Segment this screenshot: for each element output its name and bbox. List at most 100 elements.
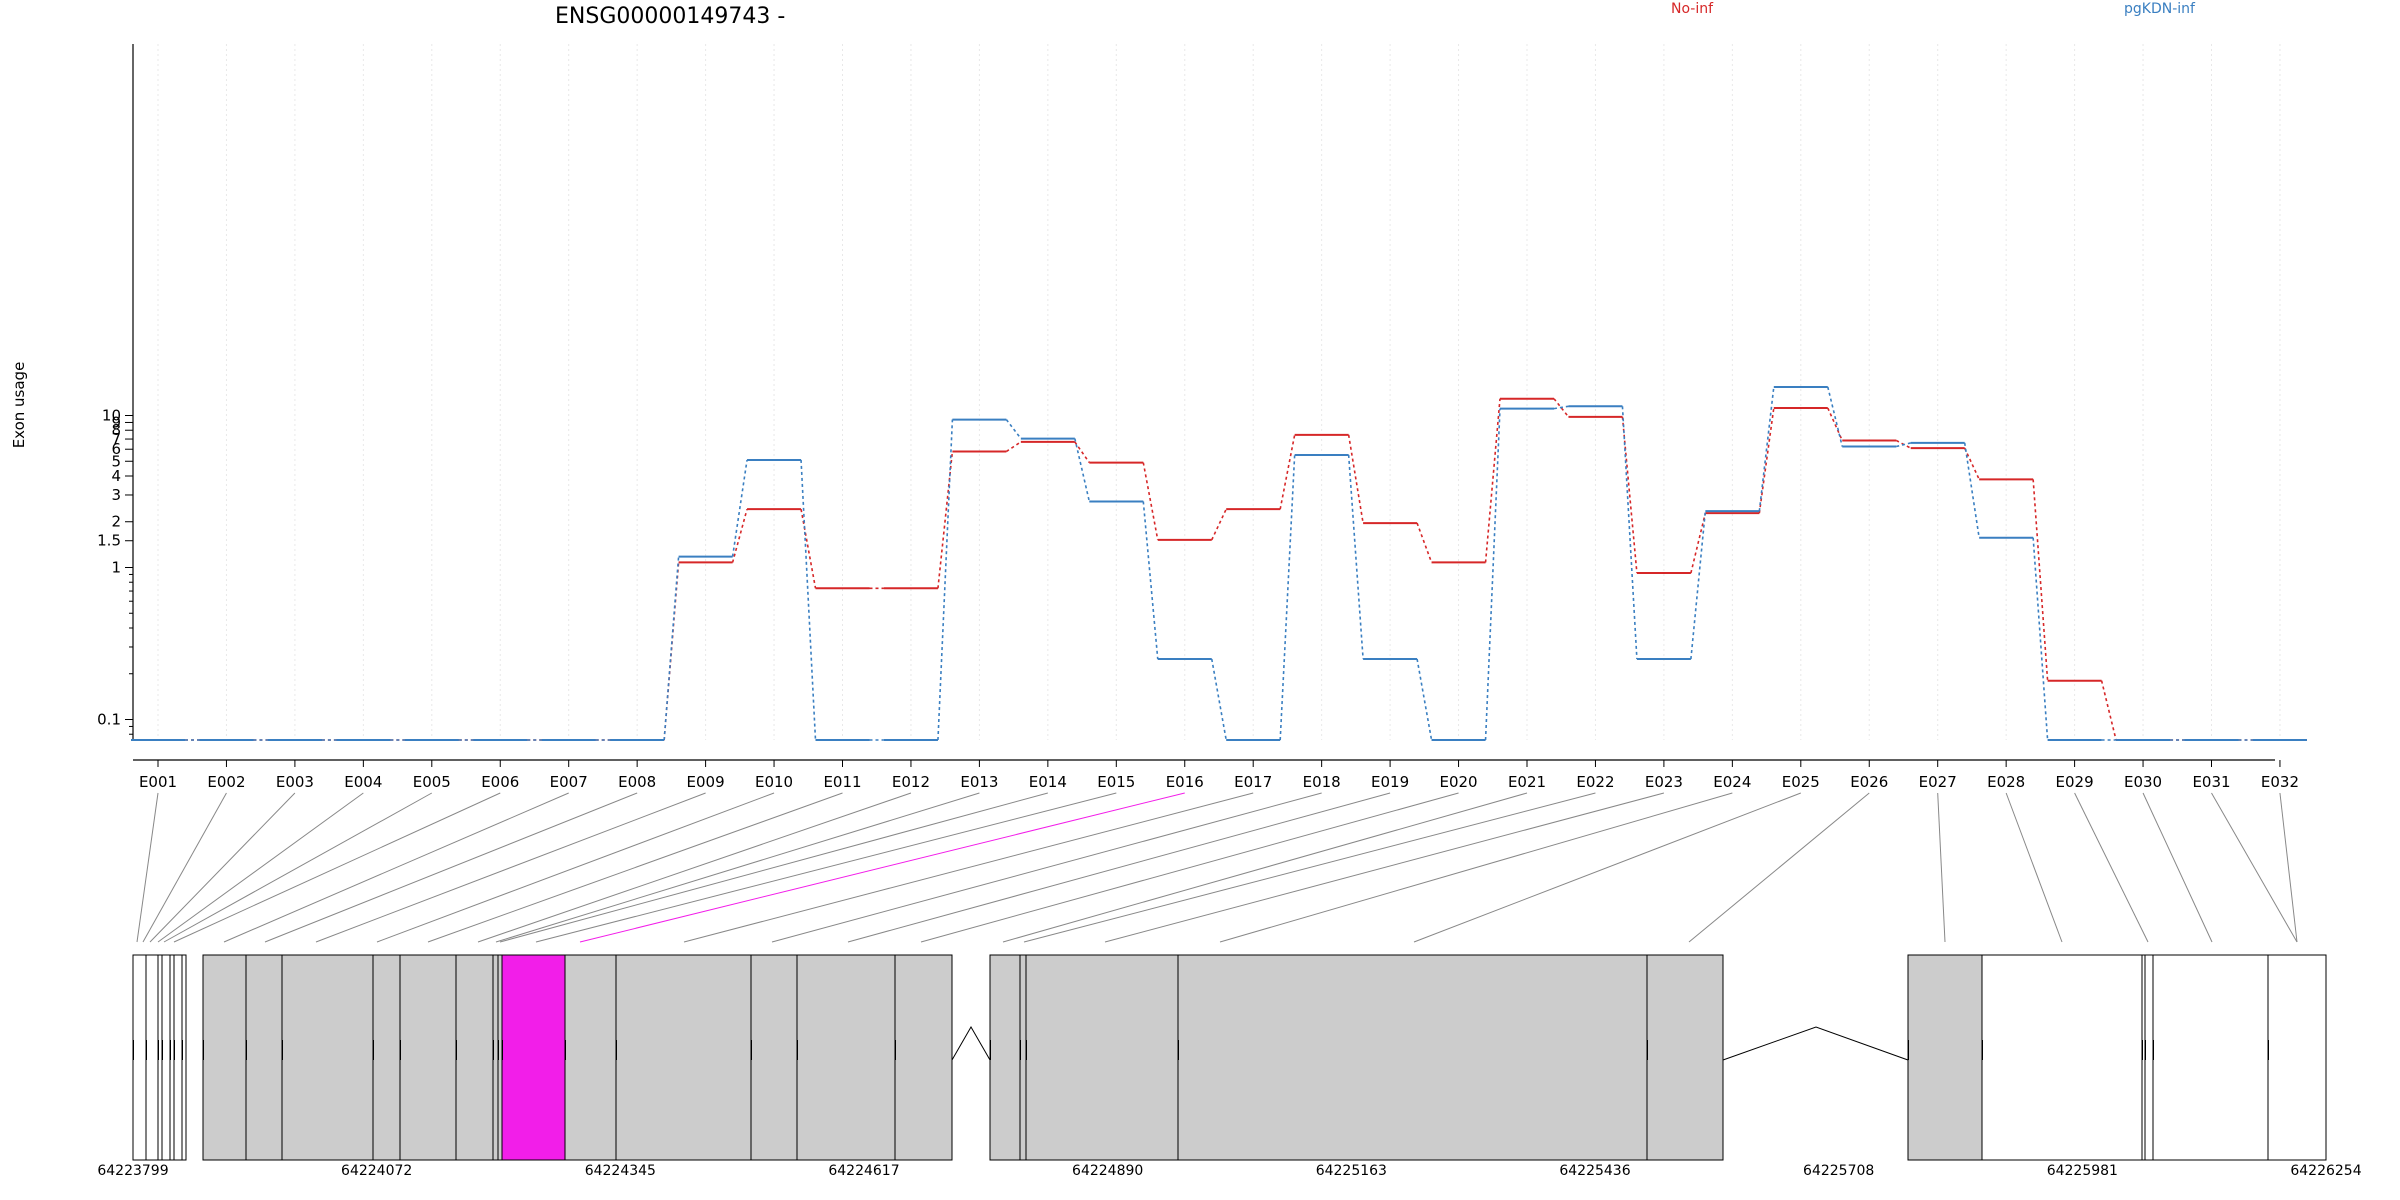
exon-block [2144, 954, 2154, 1161]
y-tick-label: 5 [111, 452, 121, 470]
series-connector [2032, 479, 2049, 681]
coordinate-label: 64224890 [1072, 1163, 1143, 1179]
series-connector [1690, 511, 1707, 660]
series-connector [731, 508, 748, 563]
exon-connector [427, 792, 843, 943]
exon-block [501, 954, 566, 1161]
y-tick-label: 1 [111, 559, 121, 577]
x-tick-label: E016 [1166, 773, 1204, 791]
exon-connector [771, 792, 1322, 943]
y-tick-label: 8 [111, 421, 121, 439]
exon-connector-lines [136, 792, 2298, 943]
series-connector [1963, 442, 1980, 538]
exon-block [145, 954, 159, 1161]
exon-connector [579, 792, 1185, 943]
exon-connector [376, 792, 775, 943]
exon-connector [535, 792, 1117, 943]
x-tick-label: E017 [1234, 773, 1272, 791]
series-connector [1279, 434, 1296, 510]
series-connector [1005, 419, 1022, 440]
exon-connector [2142, 792, 2213, 943]
exon-connector [2211, 792, 2298, 943]
y-tick-label: 1.5 [97, 532, 121, 550]
x-tick-label: E024 [1713, 773, 1751, 791]
exon-block [372, 954, 401, 1161]
series-connector [800, 509, 817, 589]
series-connector [1963, 447, 1980, 480]
exon-connector [2074, 792, 2149, 943]
x-tick-label: E005 [413, 773, 451, 791]
exon-block [1177, 954, 1648, 1161]
y-tick-label: 10 [102, 407, 121, 425]
series-connector [1211, 508, 1227, 541]
x-axis-ticks: E001 E002 E003 E004 E005 E006 E007 E008 E009 E010… [139, 760, 2299, 791]
y-tick-label: 9 [111, 413, 121, 431]
series-connector [731, 459, 748, 557]
coordinate-label: 64223799 [97, 1163, 168, 1179]
exon-connector [920, 792, 1459, 943]
series-connector [1005, 441, 1022, 453]
x-tick-label: E023 [1645, 773, 1683, 791]
x-tick-label: E019 [1371, 773, 1409, 791]
exon-connector [1002, 792, 1528, 943]
x-tick-label: E015 [1097, 773, 1135, 791]
exon-block [564, 954, 617, 1161]
x-tick-label: E029 [2056, 773, 2094, 791]
series-pgKDN-inf [131, 385, 2307, 741]
exon-connector [495, 792, 980, 943]
x-tick-label: E009 [687, 773, 725, 791]
exon-block [1907, 954, 1983, 1161]
series-connector [1416, 658, 1433, 741]
series-connector [2032, 537, 2049, 741]
x-tick-label: E002 [207, 773, 245, 791]
series-connector [1279, 454, 1296, 741]
x-tick-label: E003 [276, 773, 314, 791]
exon-block [2152, 954, 2269, 1161]
vertical-gridlines [157, 44, 2281, 740]
coordinate-label: 64226254 [2290, 1163, 2361, 1179]
series-connector [1553, 398, 1570, 418]
series-connector [1416, 522, 1433, 563]
y-tick-label: 6 [111, 440, 121, 458]
y-tick-label: 7 [111, 430, 121, 448]
exon-connector [1688, 792, 1870, 943]
x-tick-label: E007 [550, 773, 588, 791]
exon-block [1981, 954, 2143, 1161]
x-tick-label: E031 [2192, 773, 2230, 791]
x-tick-label: E011 [823, 773, 861, 791]
coordinate-label: 64224345 [585, 1163, 656, 1179]
series-connector [1621, 416, 1638, 574]
exon-block [281, 954, 374, 1161]
intron-line [1722, 1026, 1909, 1061]
exon-block [245, 954, 283, 1161]
exon-connector [173, 792, 501, 943]
series-connector [1553, 405, 1569, 410]
exon-connector [1937, 792, 1946, 943]
coordinate-label: 64225436 [1559, 1163, 1630, 1179]
exon-connector [499, 792, 1048, 943]
exon-connector [2005, 792, 2063, 943]
exon-connector [477, 792, 912, 943]
exon-connector [2279, 792, 2298, 943]
exon-block [202, 954, 247, 1161]
y-axis-label: Exon usage [10, 362, 28, 449]
series-connector [1827, 386, 1844, 447]
exon-block [1646, 954, 1724, 1161]
exon-connector [683, 792, 1254, 943]
series-connector [1484, 398, 1501, 563]
series-connector [1347, 434, 1364, 524]
intron-line [951, 1025, 991, 1061]
legend-no-inf: No-inf [1671, 1, 1714, 17]
coordinate-label: 64225708 [1803, 1163, 1874, 1179]
exon-connector [315, 792, 706, 943]
exon-block [173, 954, 183, 1161]
x-tick-label: E012 [892, 773, 930, 791]
exon-connector [157, 792, 364, 943]
x-tick-label: E014 [1029, 773, 1067, 791]
series-connector [937, 419, 954, 741]
x-tick-label: E006 [481, 773, 519, 791]
series-connector [1142, 501, 1159, 660]
series-connector [937, 451, 954, 589]
